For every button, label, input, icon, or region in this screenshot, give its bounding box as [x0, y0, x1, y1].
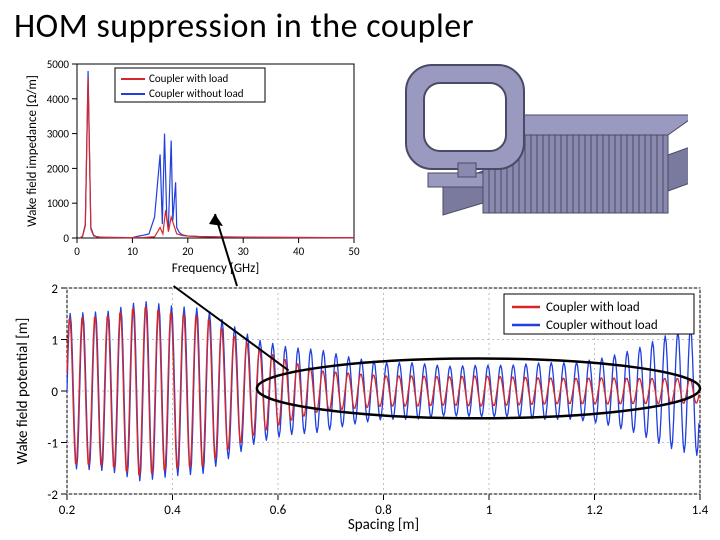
svg-text:2: 2: [51, 282, 58, 297]
svg-text:30: 30: [238, 245, 250, 258]
svg-text:1000: 1000: [47, 197, 70, 210]
svg-text:1: 1: [51, 334, 58, 349]
svg-text:0.4: 0.4: [164, 503, 181, 518]
svg-text:Coupler without load: Coupler without load: [546, 318, 658, 333]
svg-text:40: 40: [293, 245, 305, 258]
svg-text:1.4: 1.4: [692, 503, 709, 518]
svg-text:Coupler with load: Coupler with load: [546, 300, 640, 315]
page-title: HOM suppression in the coupler: [14, 6, 474, 47]
svg-text:3000: 3000: [47, 128, 70, 141]
svg-text:1.2: 1.2: [586, 503, 603, 518]
potential-chart: 0.20.40.60.811.21.4-2-1012Spacing [m]Wak…: [12, 280, 712, 534]
svg-text:Spacing [m]: Spacing [m]: [348, 516, 419, 534]
svg-text:0.2: 0.2: [59, 503, 76, 518]
svg-text:5000: 5000: [47, 58, 70, 71]
svg-text:0: 0: [74, 245, 80, 258]
svg-text:4000: 4000: [47, 93, 70, 106]
impedance-chart: 0 10 20 30 40 50 0 1000 2000 3000 4000 5000 Frequenc…: [22, 56, 362, 278]
coupler-3d-illustration: [388, 55, 688, 245]
svg-text:Wake field potential [m]: Wake field potential [m]: [14, 318, 32, 465]
svg-text:20: 20: [182, 245, 194, 258]
svg-text:1: 1: [486, 503, 493, 518]
svg-text:50: 50: [348, 245, 360, 258]
svg-text:0: 0: [51, 385, 58, 400]
svg-text:-1: -1: [47, 437, 58, 452]
svg-text:Coupler with load: Coupler with load: [149, 72, 228, 85]
svg-text:2000: 2000: [47, 162, 70, 175]
svg-text:0: 0: [63, 232, 69, 245]
svg-text:0.6: 0.6: [270, 503, 287, 518]
svg-text:10: 10: [127, 245, 139, 258]
svg-text:Coupler without load: Coupler without load: [149, 87, 244, 100]
svg-text:-2: -2: [47, 488, 58, 503]
svg-text:Frequency [GHz]: Frequency [GHz]: [172, 261, 260, 276]
svg-text:Wake field impedance [Ω/m]: Wake field impedance [Ω/m]: [25, 75, 40, 227]
